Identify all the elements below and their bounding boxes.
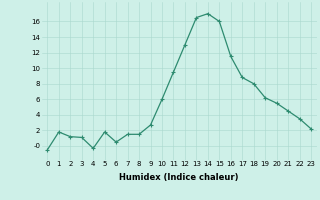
X-axis label: Humidex (Indice chaleur): Humidex (Indice chaleur) [119, 173, 239, 182]
